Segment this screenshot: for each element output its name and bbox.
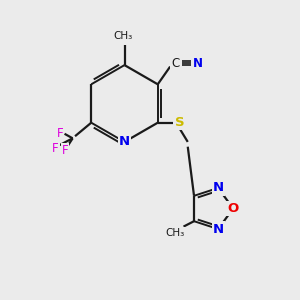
Text: N: N — [193, 56, 203, 70]
Text: N: N — [213, 182, 224, 194]
Text: F: F — [57, 127, 63, 140]
Text: C: C — [171, 56, 180, 70]
Text: CH₃: CH₃ — [165, 228, 184, 238]
Text: N: N — [119, 135, 130, 148]
Text: CH₃: CH₃ — [114, 31, 133, 41]
Text: F: F — [62, 144, 68, 158]
Text: S: S — [175, 116, 184, 129]
Text: O: O — [227, 202, 239, 215]
Text: N: N — [213, 223, 224, 236]
Text: F: F — [52, 142, 59, 155]
